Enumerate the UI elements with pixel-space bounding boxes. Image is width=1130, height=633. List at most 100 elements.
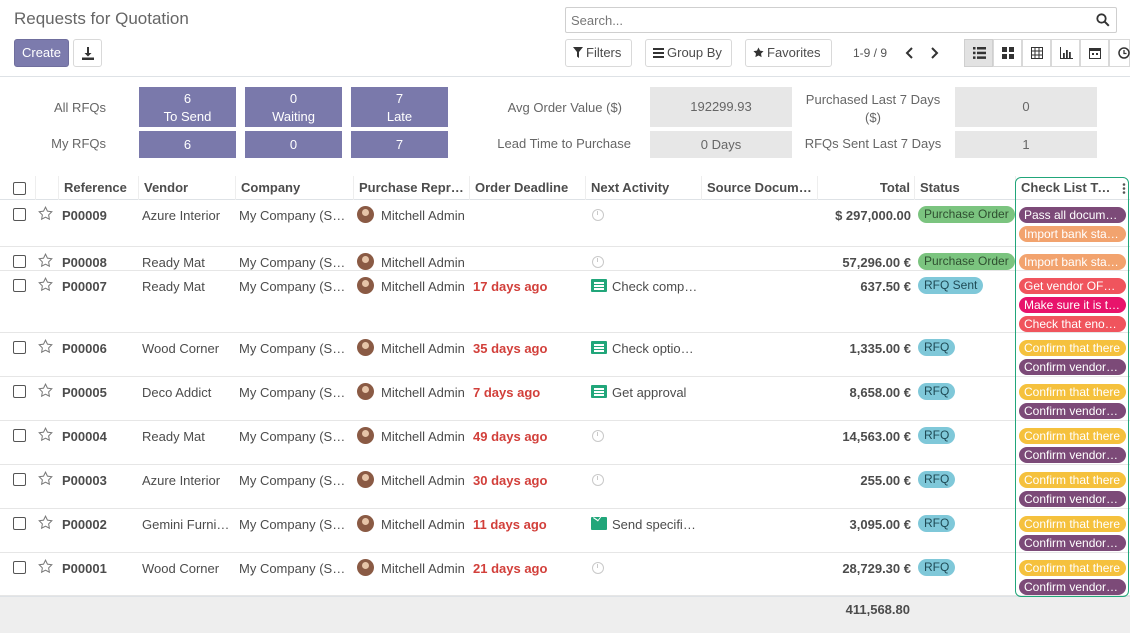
avatar	[357, 559, 374, 576]
priority-star-icon[interactable]	[38, 383, 53, 398]
column-total[interactable]: Total	[817, 176, 914, 200]
calendar-view-button[interactable]	[1080, 39, 1109, 67]
search-icon[interactable]	[1096, 13, 1110, 27]
my-to-send-tile[interactable]: 6	[139, 131, 236, 158]
avatar	[357, 253, 374, 270]
checklist-tag: Confirm vendor rating	[1019, 535, 1126, 551]
select-all-checkbox[interactable]	[13, 182, 26, 195]
all-to-send-tile[interactable]: 6 To Send	[139, 87, 236, 127]
vendor-cell: Wood Corner	[142, 561, 220, 576]
priority-star-icon[interactable]	[38, 253, 53, 268]
pivot-view-icon	[1031, 47, 1043, 59]
rfq-list: Reference Vendor Company Purchase Repres…	[0, 176, 1130, 633]
email-activity-icon[interactable]	[591, 517, 607, 530]
total-cell: 3,095.00 €	[849, 517, 911, 532]
graph-view-button[interactable]	[1051, 39, 1080, 67]
pager-value[interactable]: 1-9 / 9	[853, 46, 888, 60]
row-checkbox[interactable]	[13, 517, 26, 530]
row-checkbox[interactable]	[13, 429, 26, 442]
checklist-tag: Get vendor OFFICIAL	[1019, 278, 1126, 294]
chevron-right-icon[interactable]	[928, 46, 940, 60]
reference-cell: P00003	[62, 473, 107, 488]
priority-star-icon[interactable]	[38, 427, 53, 442]
pivot-view-button[interactable]	[1022, 39, 1051, 67]
status-badge: RFQ	[918, 427, 956, 444]
vendor-cell: Ready Mat	[142, 279, 205, 294]
table-row[interactable]: P00003 Azure Interior My Company (San Fran…	[0, 465, 1130, 509]
priority-star-icon[interactable]	[38, 471, 53, 486]
clock-icon[interactable]	[592, 430, 604, 442]
group-by-button[interactable]: Group By	[645, 39, 732, 67]
list-icon	[653, 48, 664, 58]
all-to-send-count: 6	[183, 91, 192, 106]
priority-star-icon[interactable]	[38, 559, 53, 574]
clock-icon[interactable]	[592, 209, 604, 221]
column-company[interactable]: Company	[235, 176, 353, 200]
priority-star-icon[interactable]	[38, 206, 53, 221]
clock-icon[interactable]	[592, 256, 604, 268]
table-row[interactable]: P00009 Azure Interior My Company (San Fran…	[0, 200, 1130, 247]
priority-star-icon[interactable]	[38, 515, 53, 530]
table-row[interactable]: P00007 Ready Mat My Company (San Francisco…	[0, 271, 1130, 333]
control-panel: Requests for Quotation Create Filters Gr…	[0, 0, 1130, 77]
star-icon	[753, 47, 764, 58]
table-row[interactable]: P00004 Ready Mat My Company (San Francisco…	[0, 421, 1130, 465]
activity-view-button[interactable]	[1109, 39, 1130, 67]
column-next-activity[interactable]: Next Activity	[585, 176, 701, 200]
table-row[interactable]: P00005 Deco Addict My Company (San Francis…	[0, 377, 1130, 421]
download-button[interactable]	[73, 39, 102, 67]
row-checkbox[interactable]	[13, 255, 26, 268]
priority-star-icon[interactable]	[38, 339, 53, 354]
row-checkbox[interactable]	[13, 561, 26, 574]
all-late-tile[interactable]: 7 Late	[351, 87, 448, 127]
table-row[interactable]: P00006 Wood Corner My Company (San Francis…	[0, 333, 1130, 377]
clock-icon[interactable]	[592, 474, 604, 486]
favorites-button[interactable]: Favorites	[745, 39, 832, 67]
kanban-view-button[interactable]	[993, 39, 1022, 67]
checklist-tag: Confirm that there	[1019, 560, 1126, 576]
column-check-list[interactable]: Check List To-Do	[1015, 176, 1117, 200]
todo-activity-icon[interactable]	[591, 341, 607, 354]
column-source-document[interactable]: Source Document	[701, 176, 817, 200]
list-header: Reference Vendor Company Purchase Repres…	[0, 176, 1130, 200]
column-purchase-representative[interactable]: Purchase Representative	[353, 176, 469, 200]
todo-activity-icon[interactable]	[591, 385, 607, 398]
all-waiting-tile[interactable]: 0 Waiting	[245, 87, 342, 127]
row-checkbox[interactable]	[13, 208, 26, 221]
search-input[interactable]	[566, 8, 1086, 32]
representative-cell: Mitchell Admin	[381, 429, 465, 444]
my-late-tile[interactable]: 7	[351, 131, 448, 158]
priority-star-icon[interactable]	[38, 277, 53, 292]
table-row[interactable]: P00001 Wood Corner My Company (San Francis…	[0, 553, 1130, 596]
checklist-tag: Check that enough	[1019, 316, 1126, 332]
column-order-deadline[interactable]: Order Deadline	[469, 176, 585, 200]
purchased-label-line-1: Purchased Last 7 Days	[805, 92, 941, 107]
list-view-button[interactable]	[964, 39, 993, 67]
column-reference[interactable]: Reference	[58, 176, 138, 200]
checklist-tag: Pass all documents	[1019, 207, 1126, 223]
clock-icon[interactable]	[592, 562, 604, 574]
create-button[interactable]: Create	[14, 39, 69, 67]
representative-cell: Mitchell Admin	[381, 279, 465, 294]
todo-activity-icon[interactable]	[591, 279, 607, 292]
company-cell: My Company (San Francisco)	[239, 208, 349, 223]
row-checkbox[interactable]	[13, 341, 26, 354]
favorites-label: Favorites	[767, 45, 821, 60]
row-checkbox[interactable]	[13, 385, 26, 398]
lead-time-label: Lead Time to Purchase	[497, 136, 631, 151]
status-badge: RFQ	[918, 383, 956, 400]
row-checkbox[interactable]	[13, 279, 26, 292]
status-badge: Purchase Order	[918, 206, 1015, 223]
column-vendor[interactable]: Vendor	[138, 176, 235, 200]
table-row[interactable]: P00002 Gemini Furniture My Company (San Fr…	[0, 509, 1130, 553]
representative-cell: Mitchell Admin	[381, 208, 465, 223]
my-waiting-tile[interactable]: 0	[245, 131, 342, 158]
table-row[interactable]: P00008 Ready Mat My Company (San Francisco…	[0, 247, 1130, 271]
row-checkbox[interactable]	[13, 473, 26, 486]
column-status[interactable]: Status	[914, 176, 1015, 200]
waiting-label: Waiting	[272, 109, 315, 124]
filters-button[interactable]: Filters	[565, 39, 632, 67]
company-cell: My Company (San Francisco)	[239, 255, 349, 270]
column-options-icon[interactable]	[1122, 183, 1126, 194]
chevron-left-icon[interactable]	[904, 46, 916, 60]
